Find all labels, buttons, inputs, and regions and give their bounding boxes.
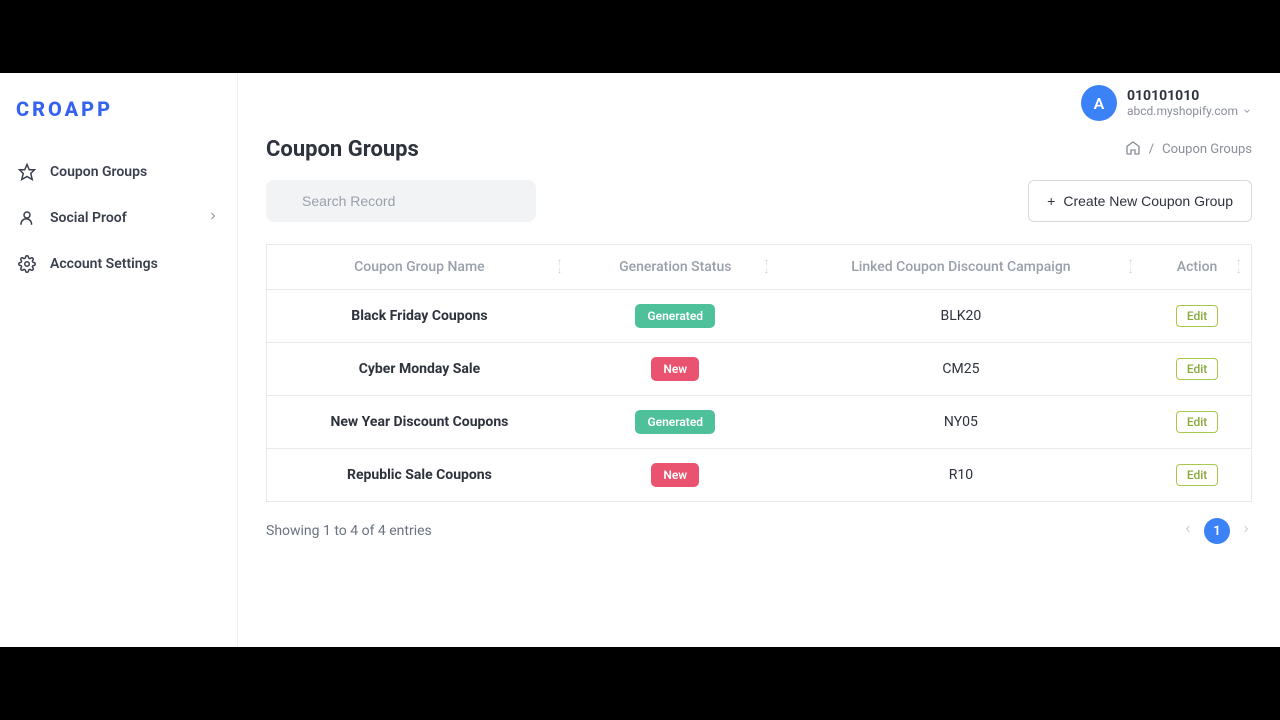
pagination-prev[interactable] <box>1182 523 1194 539</box>
user-text: 010101010 abcd.myshopify.com <box>1127 88 1252 118</box>
user-menu[interactable]: A 010101010 abcd.myshopify.com <box>1081 85 1252 121</box>
breadcrumb: / Coupon Groups <box>1125 140 1252 160</box>
status-badge: Generated <box>635 410 715 434</box>
avatar: A <box>1081 85 1117 121</box>
create-coupon-group-button[interactable]: + Create New Coupon Group <box>1028 180 1252 222</box>
letterbox-bottom <box>0 647 1280 720</box>
pagination-next[interactable] <box>1240 523 1252 539</box>
cell-campaign: CM25 <box>779 343 1143 396</box>
cell-status: New <box>572 343 779 396</box>
home-icon[interactable] <box>1125 140 1141 160</box>
app-container: CROAPP Coupon Groups Social Proof Accoun… <box>0 73 1280 647</box>
cell-name: Black Friday Coupons <box>267 290 572 343</box>
breadcrumb-current: Coupon Groups <box>1162 142 1252 157</box>
cell-name: Cyber Monday Sale <box>267 343 572 396</box>
letterbox-top <box>0 0 1280 73</box>
edit-button[interactable]: Edit <box>1176 305 1218 327</box>
cell-campaign: R10 <box>779 449 1143 502</box>
sidebar-item-social-proof[interactable]: Social Proof <box>0 195 237 241</box>
status-badge: New <box>651 357 699 381</box>
table-row: Cyber Monday Sale New CM25 Edit <box>267 343 1252 396</box>
cell-name: Republic Sale Coupons <box>267 449 572 502</box>
star-icon <box>18 163 36 181</box>
status-badge: Generated <box>635 304 715 328</box>
sidebar-item-label: Social Proof <box>50 210 127 226</box>
edit-button[interactable]: Edit <box>1176 358 1218 380</box>
table-header-row: Coupon Group Name ↑↓ Generation Status ↑… <box>267 245 1252 290</box>
page-title: Coupon Groups <box>266 137 419 162</box>
plus-icon: + <box>1047 193 1055 209</box>
cell-name: New Year Discount Coupons <box>267 396 572 449</box>
gear-icon <box>18 255 36 273</box>
content: Coupon Groups / Coupon Groups + Create N… <box>238 129 1280 564</box>
sort-icon: ↑↓ <box>1236 259 1241 275</box>
edit-button[interactable]: Edit <box>1176 464 1218 486</box>
cell-action: Edit <box>1143 290 1251 343</box>
user-icon <box>18 209 36 227</box>
cell-action: Edit <box>1143 343 1251 396</box>
cell-campaign: BLK20 <box>779 290 1143 343</box>
col-name[interactable]: Coupon Group Name ↑↓ <box>267 245 572 290</box>
sidebar: CROAPP Coupon Groups Social Proof Accoun… <box>0 73 238 647</box>
breadcrumb-separator: / <box>1149 142 1154 157</box>
topbar: A 010101010 abcd.myshopify.com <box>238 73 1280 129</box>
pagination: 1 <box>1182 518 1252 544</box>
sort-icon: ↑↓ <box>1128 259 1133 275</box>
edit-button[interactable]: Edit <box>1176 411 1218 433</box>
cell-action: Edit <box>1143 449 1251 502</box>
table-footer: Showing 1 to 4 of 4 entries 1 <box>266 518 1252 544</box>
brand-logo: CROAPP <box>0 97 237 149</box>
table-row: Black Friday Coupons Generated BLK20 Edit <box>267 290 1252 343</box>
status-badge: New <box>651 463 699 487</box>
pagination-summary: Showing 1 to 4 of 4 entries <box>266 523 432 539</box>
sidebar-item-account-settings[interactable]: Account Settings <box>0 241 237 287</box>
coupon-groups-table: Coupon Group Name ↑↓ Generation Status ↑… <box>266 244 1252 502</box>
chevron-right-icon <box>207 210 219 226</box>
col-campaign[interactable]: Linked Coupon Discount Campaign ↑↓ <box>779 245 1143 290</box>
col-status[interactable]: Generation Status ↑↓ <box>572 245 779 290</box>
cell-status: Generated <box>572 396 779 449</box>
sidebar-item-label: Coupon Groups <box>50 164 147 180</box>
sort-icon: ↑↓ <box>764 259 769 275</box>
table-row: Republic Sale Coupons New R10 Edit <box>267 449 1252 502</box>
cell-status: Generated <box>572 290 779 343</box>
cell-action: Edit <box>1143 396 1251 449</box>
create-button-label: Create New Coupon Group <box>1063 193 1233 209</box>
sidebar-item-label: Account Settings <box>50 256 158 272</box>
page-header: Coupon Groups / Coupon Groups <box>266 137 1252 162</box>
pagination-page-1[interactable]: 1 <box>1204 518 1230 544</box>
chevron-down-icon <box>1242 106 1252 116</box>
user-id: 010101010 <box>1127 88 1252 104</box>
sidebar-item-coupon-groups[interactable]: Coupon Groups <box>0 149 237 195</box>
cell-campaign: NY05 <box>779 396 1143 449</box>
cell-status: New <box>572 449 779 502</box>
sort-icon: ↑↓ <box>557 259 562 275</box>
col-action[interactable]: Action ↑↓ <box>1143 245 1251 290</box>
toolbar: + Create New Coupon Group <box>266 180 1252 222</box>
search-input[interactable] <box>266 180 536 222</box>
main-content: A 010101010 abcd.myshopify.com Coupon Gr… <box>238 73 1280 647</box>
user-shop: abcd.myshopify.com <box>1127 104 1252 118</box>
table-row: New Year Discount Coupons Generated NY05 Ed… <box>267 396 1252 449</box>
